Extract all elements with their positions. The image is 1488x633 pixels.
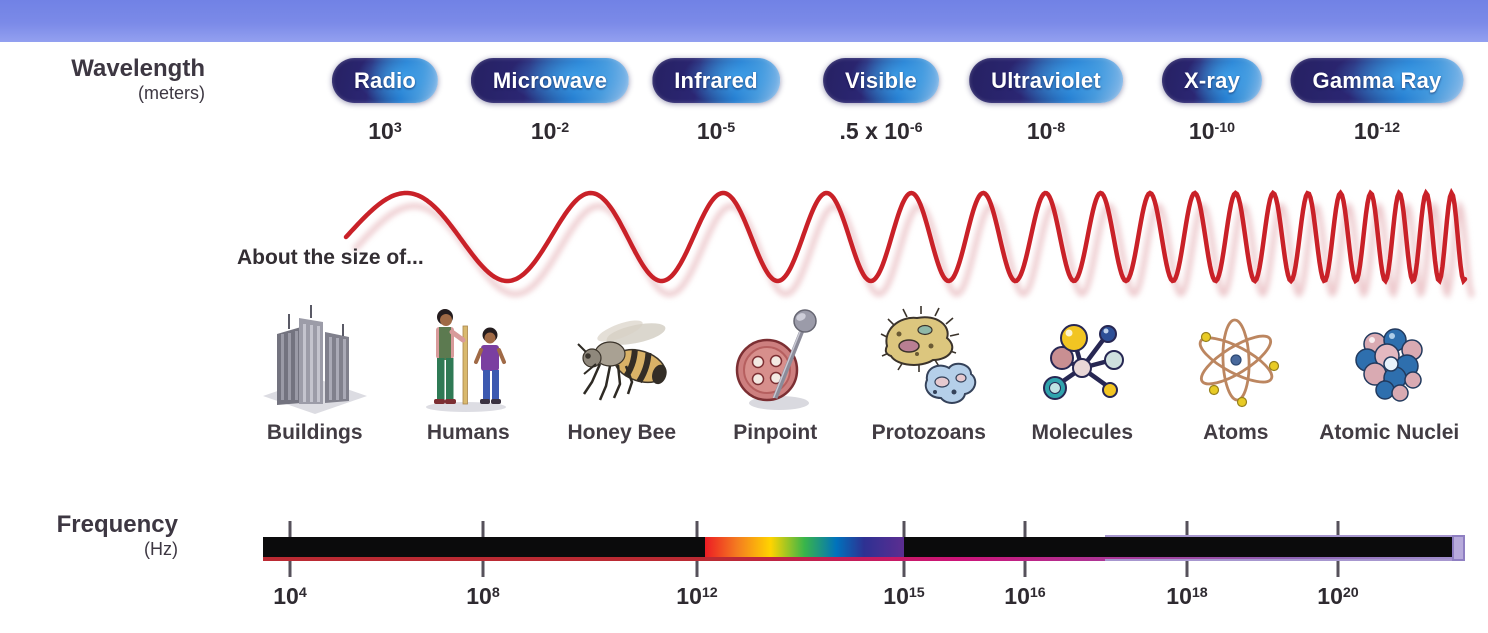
size-item-label: Molecules xyxy=(1031,421,1134,444)
frequency-value-10e20: 1020 xyxy=(1317,583,1359,609)
frequency-value-10e15: 1015 xyxy=(883,583,925,609)
wavelength-value-ultraviolet: 10-8 xyxy=(1026,118,1066,144)
frequency-bar-underline xyxy=(263,557,1463,561)
size-item-label: Atomic Nuclei xyxy=(1319,421,1460,444)
size-item-atoms: Atoms xyxy=(1159,293,1313,445)
wavelength-unit: (meters) xyxy=(138,82,205,103)
size-item-molecules: Molecules xyxy=(1006,293,1160,445)
wavelength-value-radio: 103 xyxy=(368,118,402,144)
atoms-icon xyxy=(1173,300,1299,416)
wavelength-value-visible: .5 x 10-6 xyxy=(839,118,923,144)
band-pill-gamma-ray: Gamma Ray xyxy=(1291,58,1464,103)
wave-shadow xyxy=(351,199,1476,300)
frequency-axis-title: Frequency (Hz) xyxy=(20,511,178,559)
band-pill-microwave: Microwave xyxy=(471,58,629,103)
band-pill-x-ray: X-ray xyxy=(1162,58,1262,103)
wavelength-axis-title: Wavelength (meters) xyxy=(20,55,205,103)
frequency-unit: (Hz) xyxy=(144,538,178,559)
size-item-protozoans: Protozoans xyxy=(852,293,1006,445)
size-item-pinpoint: Pinpoint xyxy=(699,293,853,445)
size-item-buildings: Buildings xyxy=(238,293,392,445)
honey-bee-icon xyxy=(559,300,685,416)
size-item-label: Honey Bee xyxy=(567,421,677,444)
wavelength-value-infrared: 10-5 xyxy=(696,118,736,144)
molecules-icon xyxy=(1019,300,1145,416)
size-item-label: Protozoans xyxy=(871,421,986,444)
buildings-icon xyxy=(252,300,378,416)
protozoans-icon xyxy=(866,300,992,416)
wave-curve xyxy=(343,187,1468,286)
frequency-value-10e16: 1016 xyxy=(1004,583,1046,609)
frequency-value-10e4: 104 xyxy=(273,583,307,609)
size-caption: About the size of... xyxy=(237,246,424,269)
frequency-title: Frequency xyxy=(56,511,178,538)
top-banner xyxy=(0,0,1488,42)
band-pill-visible: Visible xyxy=(823,58,939,103)
atomic-nuclei-icon xyxy=(1326,300,1452,416)
size-item-atomic-nuclei: Atomic Nuclei xyxy=(1313,293,1467,445)
size-item-label: Humans xyxy=(426,421,510,444)
band-pill-infrared: Infrared xyxy=(652,58,780,103)
wavelength-value-microwave: 10-2 xyxy=(530,118,570,144)
frequency-value-10e18: 1018 xyxy=(1166,583,1208,609)
size-item-label: Buildings xyxy=(266,421,363,444)
band-pill-ultraviolet: Ultraviolet xyxy=(969,58,1123,103)
frequency-bar-right-outline xyxy=(1105,535,1465,561)
size-comparison-row: Buildings Humans Honey Bee xyxy=(238,293,1466,445)
frequency-bar-end-cap xyxy=(1452,535,1465,561)
size-item-humans: Humans xyxy=(392,293,546,445)
humans-icon xyxy=(405,300,531,416)
frequency-value-10e12: 1012 xyxy=(676,583,718,609)
size-item-label: Pinpoint xyxy=(733,421,818,444)
visible-light-rainbow xyxy=(705,537,904,557)
wavelength-value-x-ray: 10-10 xyxy=(1188,118,1236,144)
wavelength-value-gamma-ray: 10-12 xyxy=(1353,118,1401,144)
band-pill-radio: Radio xyxy=(332,58,438,103)
size-item-label: Atoms xyxy=(1203,421,1269,444)
pinpoint-icon xyxy=(712,300,838,416)
wavelength-title: Wavelength xyxy=(71,55,205,82)
size-item-honey-bee: Honey Bee xyxy=(545,293,699,445)
frequency-value-10e8: 108 xyxy=(466,583,500,609)
